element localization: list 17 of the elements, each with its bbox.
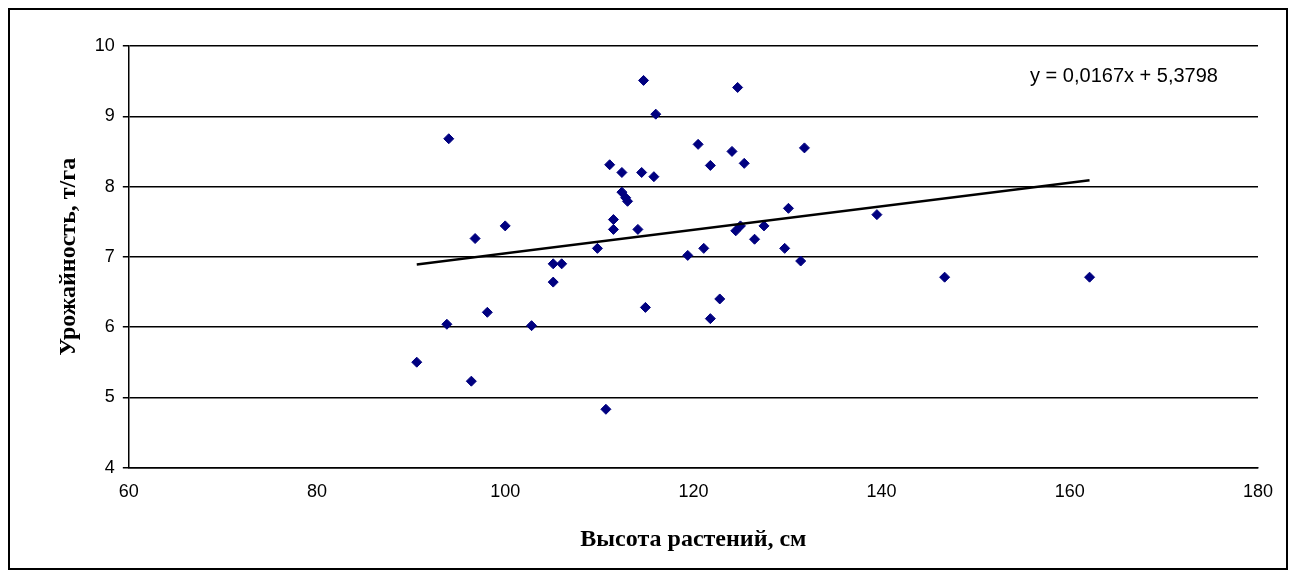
y-axis-title: Урожайность, т/га (53, 157, 80, 356)
x-tick-label: 180 (1242, 481, 1274, 502)
x-tick-label: 140 (866, 481, 897, 502)
y-tick-label: 8 (104, 175, 115, 196)
y-tick-label: 5 (104, 386, 115, 407)
x-tick-label: 120 (678, 481, 709, 502)
x-tick-label: 80 (307, 481, 328, 502)
x-tick-label: 100 (490, 481, 521, 502)
x-tick-label: 160 (1054, 481, 1085, 502)
annotation: y = 0,0167x + 5,3798 (1030, 63, 1218, 86)
y-tick-label: 6 (104, 316, 115, 337)
x-tick-label: 60 (118, 481, 139, 502)
y-tick-label: 7 (104, 245, 115, 266)
y-tick-label: 10 (94, 34, 115, 55)
y-tick-label: 9 (104, 105, 115, 126)
x-axis-title: Высота растений, см (580, 524, 807, 551)
y-tick-label: 4 (104, 456, 115, 477)
